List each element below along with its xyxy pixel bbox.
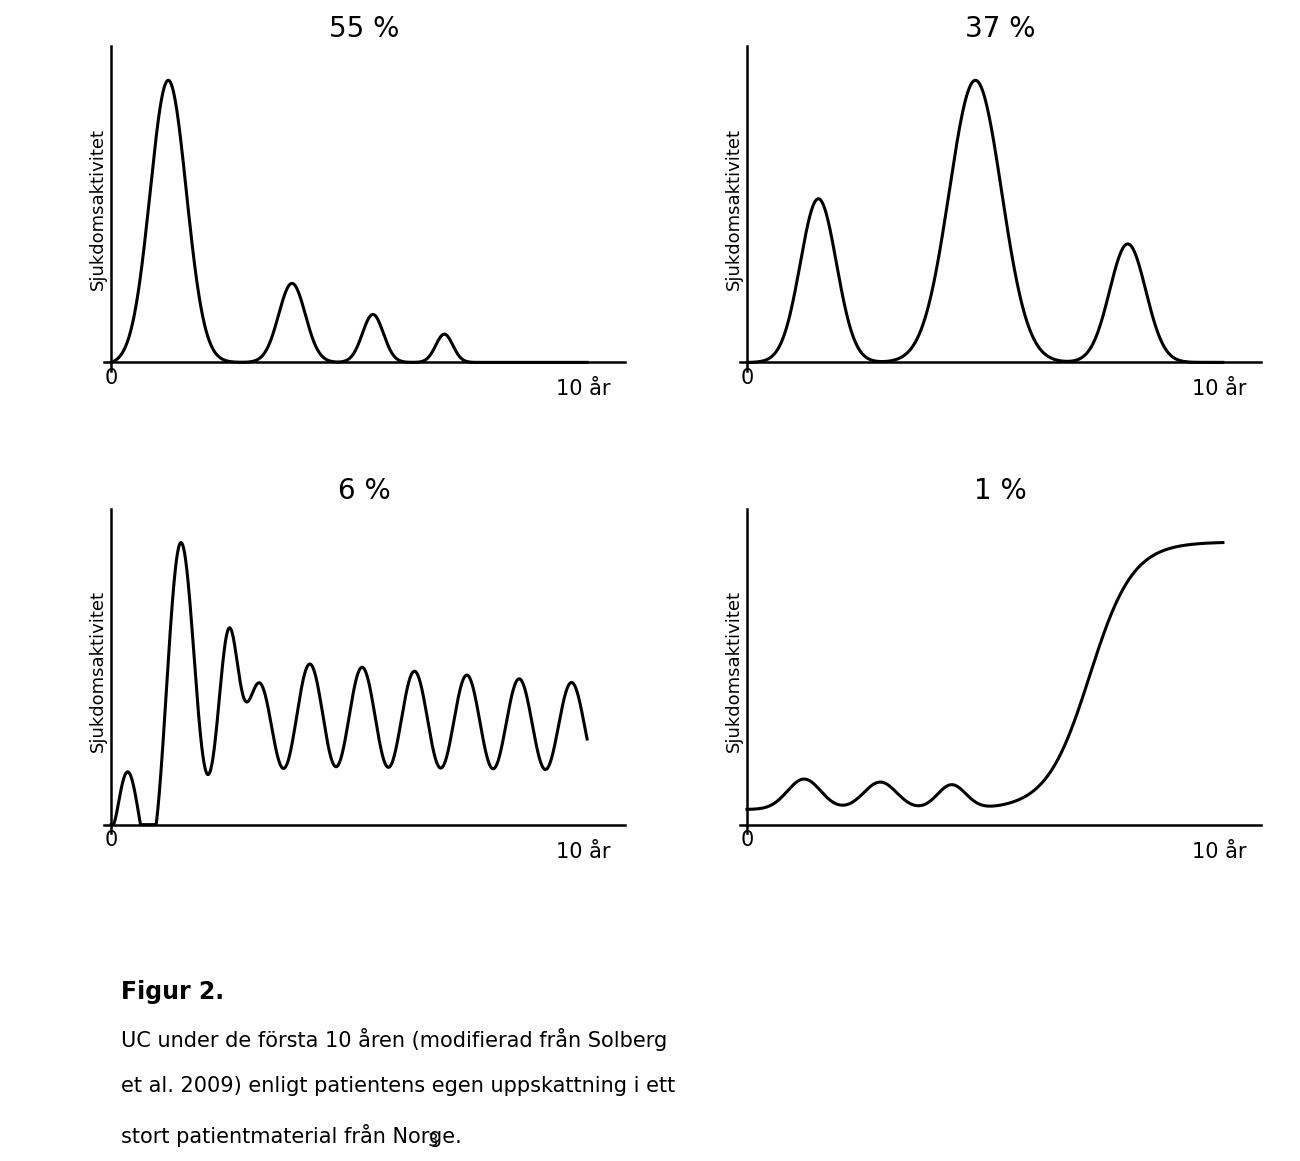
Title: 6 %: 6 %	[338, 477, 391, 505]
Text: 10 år: 10 år	[1192, 380, 1247, 399]
Text: 3: 3	[428, 1132, 438, 1149]
Text: et al. 2009) enligt patientens egen uppskattning i ett: et al. 2009) enligt patientens egen upps…	[121, 1076, 676, 1096]
Text: 10 år: 10 år	[1192, 842, 1247, 861]
Text: stort patientmaterial från Norge.: stort patientmaterial från Norge.	[121, 1124, 462, 1147]
Y-axis label: Sjukdomsaktivitet: Sjukdomsaktivitet	[88, 590, 107, 752]
Text: 10 år: 10 år	[556, 380, 611, 399]
Y-axis label: Sjukdomsaktivitet: Sjukdomsaktivitet	[88, 128, 107, 289]
Y-axis label: Sjukdomsaktivitet: Sjukdomsaktivitet	[725, 590, 742, 752]
Title: 55 %: 55 %	[329, 15, 400, 43]
Text: 10 år: 10 år	[556, 842, 611, 861]
Y-axis label: Sjukdomsaktivitet: Sjukdomsaktivitet	[725, 128, 742, 289]
Title: 1 %: 1 %	[974, 477, 1027, 505]
Text: UC under de första 10 åren (modifierad från Solberg: UC under de första 10 åren (modifierad f…	[121, 1029, 668, 1051]
Title: 37 %: 37 %	[965, 15, 1036, 43]
Text: Figur 2.: Figur 2.	[121, 980, 225, 1004]
